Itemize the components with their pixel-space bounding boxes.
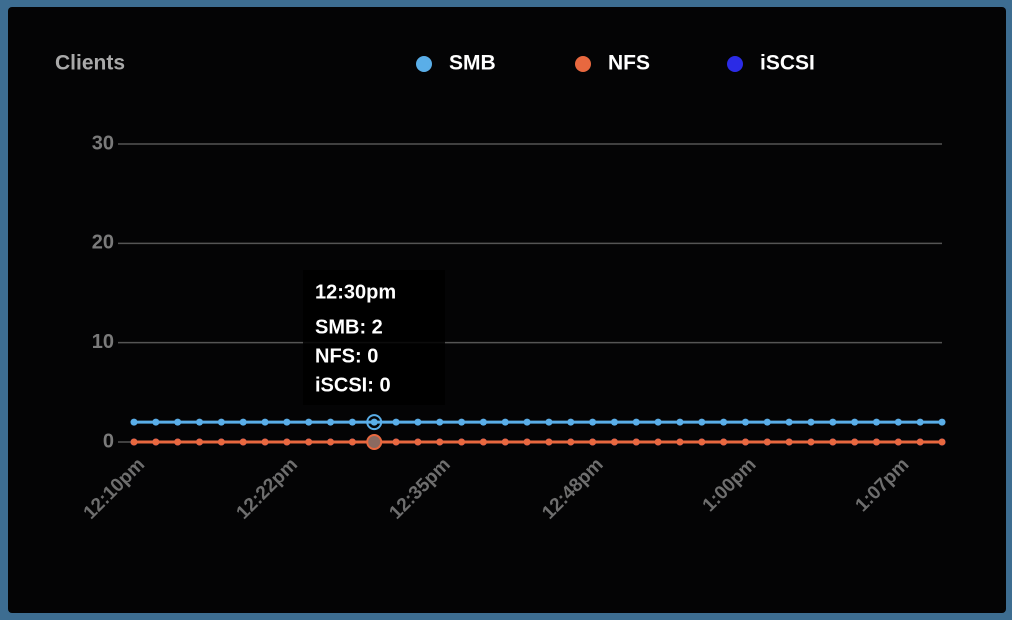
point	[763, 418, 771, 426]
point	[632, 438, 640, 446]
point	[436, 438, 444, 446]
tooltip-line: iSCSI: 0	[315, 374, 391, 396]
point	[217, 418, 225, 426]
chart-title: Clients	[55, 52, 125, 75]
y-tick-label: 30	[92, 132, 114, 154]
point	[632, 418, 640, 426]
point	[283, 438, 291, 446]
legend-label: NFS	[608, 52, 650, 75]
point	[458, 438, 466, 446]
point	[479, 438, 487, 446]
point	[872, 438, 880, 446]
point	[829, 418, 837, 426]
tooltip-title: 12:30pm	[315, 281, 396, 303]
point	[152, 438, 160, 446]
point	[654, 418, 662, 426]
point	[348, 418, 356, 426]
point	[283, 418, 291, 426]
legend-label: SMB	[449, 52, 496, 75]
point	[916, 438, 924, 446]
point	[698, 438, 706, 446]
point	[196, 418, 204, 426]
point	[851, 438, 859, 446]
point	[239, 438, 247, 446]
point	[654, 438, 662, 446]
legend-label: iSCSI	[760, 52, 815, 75]
point	[785, 438, 793, 446]
point	[610, 418, 618, 426]
point	[217, 438, 225, 446]
point	[589, 418, 597, 426]
point	[458, 418, 466, 426]
point	[807, 438, 815, 446]
point	[305, 438, 313, 446]
y-tick-label: 10	[92, 331, 114, 353]
point	[938, 418, 946, 426]
point	[720, 418, 728, 426]
point	[676, 418, 684, 426]
point	[130, 438, 138, 446]
point	[392, 418, 400, 426]
point	[174, 438, 182, 446]
hover-point	[366, 414, 383, 431]
point	[523, 438, 531, 446]
tooltip-line: SMB: 2	[315, 316, 383, 338]
point	[414, 438, 422, 446]
point	[676, 438, 684, 446]
point	[545, 438, 553, 446]
point	[261, 438, 269, 446]
point	[261, 418, 269, 426]
point	[152, 418, 160, 426]
point	[785, 418, 793, 426]
point	[305, 418, 313, 426]
hover-point	[366, 434, 383, 450]
point	[327, 438, 335, 446]
y-tick-label: 20	[92, 232, 114, 254]
tooltip-line: NFS: 0	[315, 345, 378, 367]
point	[807, 418, 815, 426]
point	[523, 418, 531, 426]
point	[851, 418, 859, 426]
point	[196, 438, 204, 446]
tooltip-box	[303, 270, 445, 405]
point	[327, 418, 335, 426]
point	[479, 418, 487, 426]
point	[567, 418, 575, 426]
point	[829, 438, 837, 446]
point	[894, 438, 902, 446]
point	[501, 418, 509, 426]
legend-marker	[727, 56, 743, 72]
point	[610, 438, 618, 446]
point	[589, 438, 597, 446]
point	[894, 418, 902, 426]
point	[370, 418, 378, 426]
y-tick-label: 0	[103, 430, 114, 452]
point	[348, 438, 356, 446]
point	[174, 418, 182, 426]
point	[414, 418, 422, 426]
point	[872, 418, 880, 426]
point	[239, 418, 247, 426]
point	[763, 438, 771, 446]
point	[720, 438, 728, 446]
point	[938, 438, 946, 446]
point	[741, 418, 749, 426]
point	[567, 438, 575, 446]
point	[392, 438, 400, 446]
panel	[8, 7, 1006, 613]
point	[741, 438, 749, 446]
legend-marker	[416, 56, 432, 72]
legend-marker	[575, 56, 591, 72]
point	[698, 418, 706, 426]
point	[436, 418, 444, 426]
point	[545, 418, 553, 426]
point	[916, 418, 924, 426]
point	[130, 418, 138, 426]
point	[501, 438, 509, 446]
